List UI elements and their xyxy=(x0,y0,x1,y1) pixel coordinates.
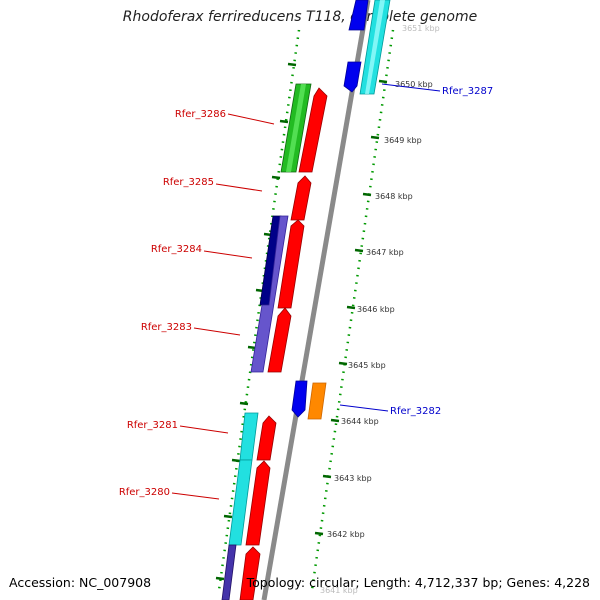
accession-text: Accession: NC_007908 xyxy=(9,575,152,590)
gene-label-rfer-3283[interactable]: Rfer_3283 xyxy=(141,322,192,333)
gene-label-rfer-3287[interactable]: Rfer_3287 xyxy=(442,86,493,97)
gene-blue[interactable] xyxy=(291,380,308,418)
gene-label-rfer-3281[interactable]: Rfer_3281 xyxy=(127,420,178,431)
gene-red[interactable] xyxy=(256,415,277,461)
gene-cyan[interactable] xyxy=(239,412,259,461)
tick-label: 3641 kbp xyxy=(320,586,358,595)
tick-label: 3645 kbp xyxy=(348,361,386,370)
tick-label: 3647 kbp xyxy=(366,248,404,257)
gene-label-rfer-3285[interactable]: Rfer_3285 xyxy=(163,177,214,188)
topology-text: Topology: circular; Length: 4,712,337 bp… xyxy=(246,575,590,590)
gene-red[interactable] xyxy=(290,175,312,221)
tick-label: 3644 kbp xyxy=(341,417,379,426)
gene-purple[interactable] xyxy=(250,215,289,373)
gene-label-rfer-3280[interactable]: Rfer_3280 xyxy=(119,487,170,498)
tick-label: 3650 kbp xyxy=(395,80,433,89)
gene-cyan[interactable] xyxy=(228,459,253,546)
leader-lines xyxy=(171,83,441,500)
tick-label: 3649 kbp xyxy=(384,136,422,145)
tick-labels: 3651 kbp 3650 kbp 3649 kbp 3648 kbp 3647… xyxy=(320,24,440,595)
genome-title: Rhodoferax ferrireducens T118, complete … xyxy=(122,9,478,25)
gene-red[interactable] xyxy=(245,460,271,546)
tick-marks xyxy=(314,79,388,536)
gene-label-rfer-3286[interactable]: Rfer_3286 xyxy=(175,109,226,120)
gene-label-rfer-3284[interactable]: Rfer_3284 xyxy=(151,244,202,255)
gene-red[interactable] xyxy=(267,307,292,373)
tick-label: 3646 kbp xyxy=(357,305,395,314)
tick-label: 3651 kbp xyxy=(402,24,440,33)
gene-red[interactable] xyxy=(298,87,328,173)
gene-blue[interactable] xyxy=(343,61,362,93)
gene-purple[interactable] xyxy=(221,544,237,600)
tick-label: 3643 kbp xyxy=(334,474,372,483)
tick-label: 3648 kbp xyxy=(375,192,413,201)
gene-label-rfer-3282[interactable]: Rfer_3282 xyxy=(390,406,441,417)
gene-red[interactable] xyxy=(239,546,261,600)
tick-label: 3642 kbp xyxy=(327,530,365,539)
gene-blue[interactable] xyxy=(348,0,369,31)
backbone xyxy=(261,0,371,600)
gene-orange[interactable] xyxy=(307,382,327,420)
